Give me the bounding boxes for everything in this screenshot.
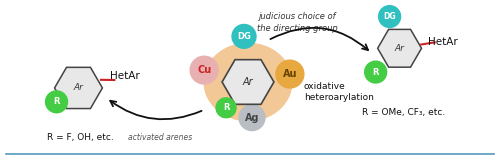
Text: Ar: Ar: [394, 44, 404, 53]
Circle shape: [239, 105, 265, 131]
Circle shape: [46, 91, 68, 113]
Circle shape: [216, 98, 236, 118]
Polygon shape: [54, 67, 102, 109]
Circle shape: [276, 60, 304, 88]
Circle shape: [190, 56, 218, 84]
Text: HetAr: HetAr: [110, 71, 140, 81]
Text: judicious choice of
the directing group: judicious choice of the directing group: [258, 12, 338, 33]
Text: R = OMe, CF₃, etc.: R = OMe, CF₃, etc.: [362, 108, 445, 117]
Text: DG: DG: [237, 32, 251, 41]
Text: Au: Au: [282, 69, 297, 79]
Text: DG: DG: [384, 12, 396, 21]
Text: activated arenes: activated arenes: [128, 133, 192, 142]
Ellipse shape: [204, 43, 292, 121]
Circle shape: [364, 61, 386, 83]
Text: R = F, OH, etc.: R = F, OH, etc.: [46, 133, 114, 142]
Text: R: R: [372, 68, 379, 77]
Text: oxidative
heteroarylation: oxidative heteroarylation: [304, 82, 374, 102]
FancyArrowPatch shape: [270, 28, 368, 50]
Circle shape: [232, 24, 256, 48]
Text: Cu: Cu: [197, 65, 212, 75]
Circle shape: [378, 6, 400, 27]
Text: R: R: [54, 97, 60, 106]
Polygon shape: [378, 29, 422, 67]
Text: HetAr: HetAr: [428, 37, 458, 47]
Text: Ar: Ar: [242, 77, 254, 87]
FancyArrowPatch shape: [110, 101, 202, 119]
Polygon shape: [222, 60, 274, 104]
Text: Ag: Ag: [244, 113, 259, 123]
Text: R: R: [223, 103, 230, 112]
Text: Ar: Ar: [74, 83, 84, 92]
